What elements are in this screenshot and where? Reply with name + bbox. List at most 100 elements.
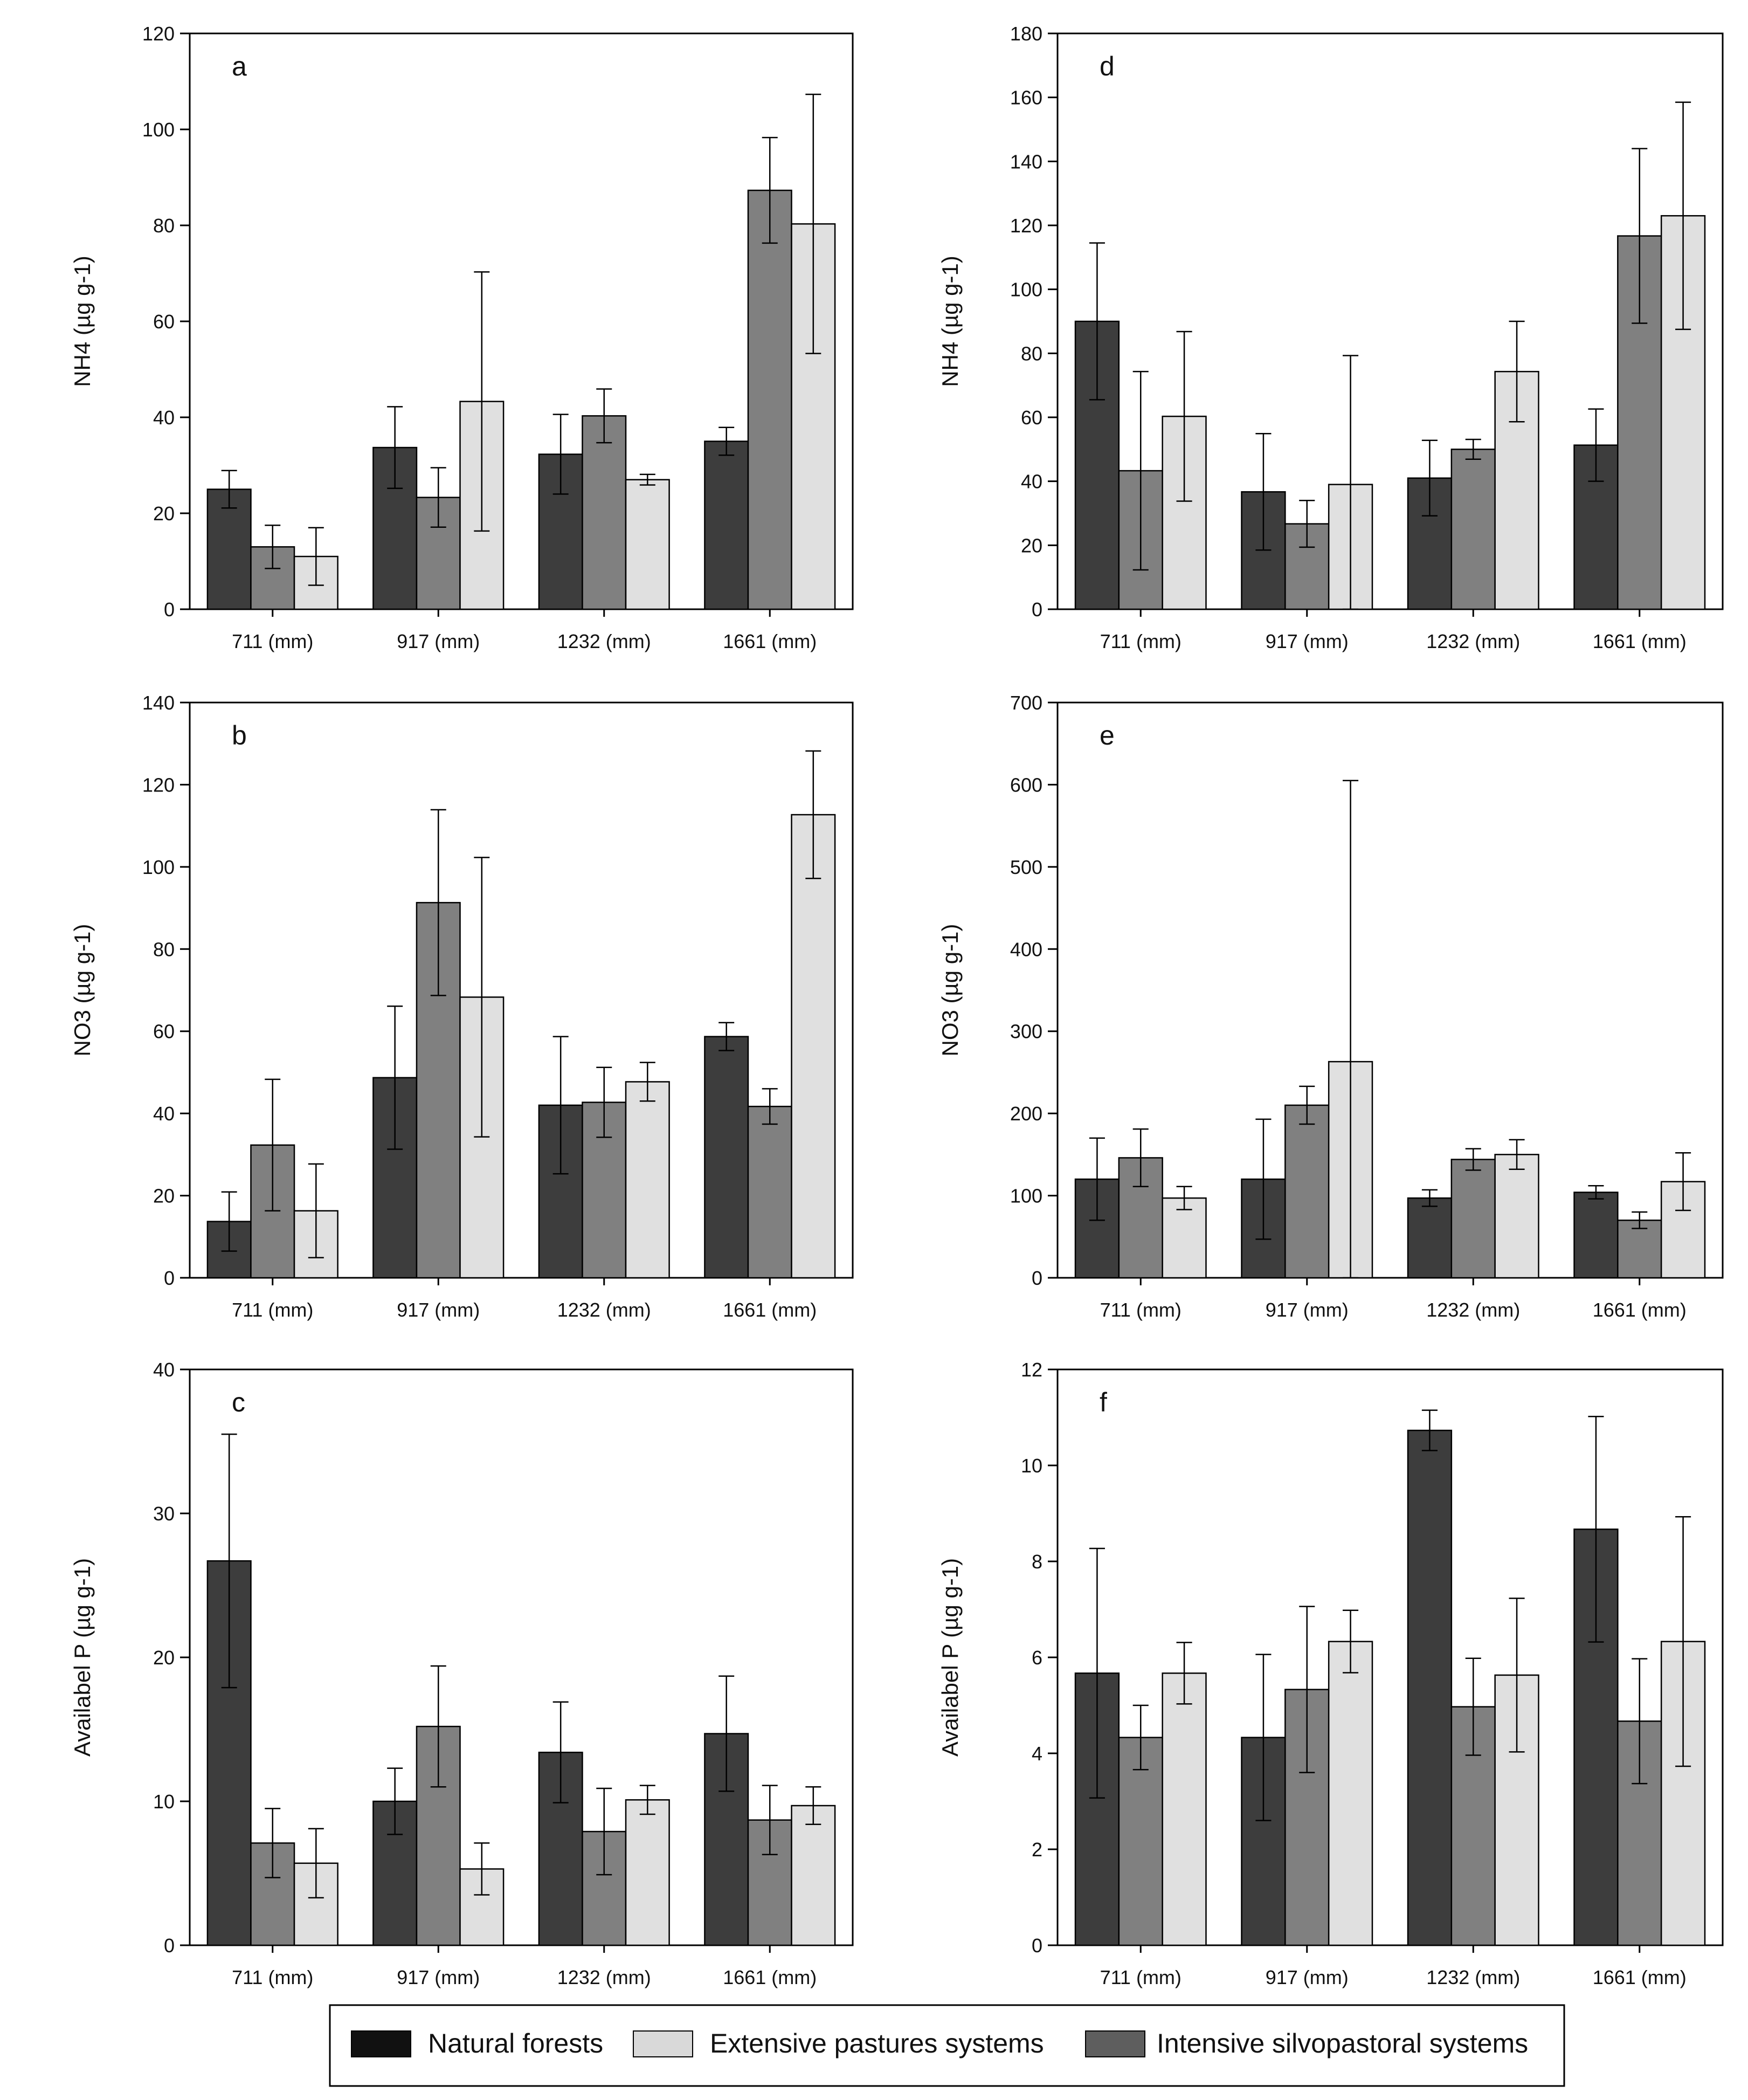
y-tick-label: 20 (153, 1185, 175, 1207)
x-tick-label: 1661 (mm) (723, 630, 817, 652)
bar-extensive-pastures (625, 1081, 670, 1279)
x-tick-label: 1661 (mm) (1593, 1299, 1687, 1321)
x-tick-label: 1232 (mm) (1426, 1966, 1520, 1988)
bar-extensive-pastures (1494, 1154, 1539, 1279)
x-tick-label: 917 (mm) (1266, 1299, 1349, 1321)
x-tick-label: 1232 (mm) (1426, 1299, 1520, 1321)
x-tick-label: 917 (mm) (1266, 630, 1349, 652)
y-tick-label: 20 (1021, 534, 1042, 556)
legend-swatch-extensive-pastures (633, 2030, 693, 2057)
x-tick-label: 1661 (mm) (723, 1966, 817, 1988)
y-tick-label: 40 (153, 1103, 175, 1125)
y-axis-label: NH4 (µg g-1) (937, 256, 963, 387)
y-tick-label: 6 (1032, 1647, 1042, 1669)
x-tick-label: 1232 (mm) (557, 630, 651, 652)
y-tick-label: 20 (153, 1647, 175, 1669)
legend-label-extensive-pastures: Extensive pastures systems (710, 2028, 1044, 2058)
y-tick-label: 80 (1021, 342, 1042, 364)
panel-label: f (1100, 1387, 1107, 1417)
bar-extensive-pastures (1328, 1641, 1373, 1946)
legend-label-natural-forests: Natural forests (428, 2028, 603, 2058)
bar-natural-forests (704, 1036, 749, 1279)
plot-frame (1056, 701, 1724, 1279)
bar-extensive-pastures (791, 1805, 836, 1946)
x-tick-label: 1661 (mm) (723, 1299, 817, 1321)
x-tick-label: 711 (mm) (1100, 630, 1182, 652)
panel-label: c (232, 1387, 245, 1417)
y-tick-label: 140 (1010, 150, 1042, 173)
panel-label: d (1100, 51, 1115, 81)
y-tick-label: 300 (1010, 1021, 1042, 1043)
legend-swatch-intensive-silvopastoral (1085, 2030, 1145, 2057)
bar-natural-forests (704, 440, 749, 610)
x-tick-label: 1661 (mm) (1593, 1966, 1687, 1988)
x-tick-label: 711 (mm) (232, 1966, 313, 1988)
bar-extensive-pastures (1494, 370, 1539, 610)
y-axis-label: NH4 (µg g-1) (70, 256, 95, 387)
y-tick-label: 40 (1021, 471, 1042, 493)
y-tick-label: 0 (1032, 1267, 1042, 1289)
x-tick-label: 1661 (mm) (1593, 630, 1687, 652)
y-tick-label: 60 (153, 1021, 175, 1043)
panel-label: b (232, 720, 247, 751)
x-tick-label: 711 (mm) (232, 630, 313, 652)
chart-panel-e: 0 100 200 300 400 500 600 700 NO3 (µg g-1) e 711 (… (937, 692, 1724, 1321)
bar-intensive-silvopastoral (1617, 1220, 1662, 1279)
y-tick-label: 160 (1010, 87, 1042, 109)
x-tick-label: 917 (mm) (1266, 1966, 1349, 1988)
y-tick-label: 80 (153, 215, 175, 237)
chart-panel-b: 0 20 40 60 80 100 120 140 NO3 (µg g-1) b 711 (mm) 9… (70, 692, 854, 1321)
x-tick-label: 711 (mm) (1100, 1966, 1182, 1988)
bar-intensive-silvopastoral (1118, 1737, 1163, 1946)
bar-intensive-silvopastoral (747, 189, 792, 610)
y-tick-label: 0 (1032, 598, 1042, 621)
x-tick-label: 917 (mm) (397, 1299, 480, 1321)
bar-extensive-pastures (1162, 1197, 1207, 1279)
y-tick-label: 100 (1010, 279, 1042, 301)
y-axis-label: NO3 (µg g-1) (70, 924, 95, 1057)
y-tick-label: 60 (1021, 407, 1042, 429)
chart-panel-d: 0 20 40 60 80 100 120 140 160 180 NH4 (µg g-1) d 711… (937, 23, 1724, 652)
y-tick-label: 140 (142, 692, 175, 714)
legend-swatch-natural-forests (351, 2030, 411, 2057)
bar-intensive-silvopastoral (1450, 449, 1496, 610)
y-tick-label: 0 (164, 1934, 175, 1957)
y-tick-label: 40 (153, 1359, 175, 1381)
x-tick-label: 917 (mm) (397, 630, 480, 652)
chart-panel-a: 0 20 40 60 80 100 120 NH4 (µg g-1) a 711 (mm) 917 … (70, 23, 854, 652)
x-tick-label: 1232 (mm) (557, 1299, 651, 1321)
y-tick-label: 20 (153, 502, 175, 525)
y-tick-label: 80 (153, 938, 175, 960)
y-tick-label: 0 (1032, 1934, 1042, 1957)
chart-panel-f: 0 2 4 6 8 10 12 Availabel P (µg g-1) f 711 (mm) 91… (937, 1359, 1724, 1988)
panel-label: e (1100, 720, 1115, 751)
y-tick-label: 600 (1010, 774, 1042, 796)
bar-extensive-pastures (625, 479, 670, 610)
x-tick-label: 711 (mm) (1100, 1299, 1182, 1321)
bar-extensive-pastures (1162, 1672, 1207, 1946)
y-tick-label: 0 (164, 1267, 175, 1289)
x-tick-label: 1232 (mm) (1426, 630, 1520, 652)
plot-frame (189, 701, 854, 1279)
y-tick-label: 400 (1010, 938, 1042, 960)
bar-extensive-pastures (625, 1799, 670, 1946)
y-tick-label: 100 (142, 856, 175, 878)
x-tick-label: 711 (mm) (232, 1299, 313, 1321)
y-tick-label: 10 (153, 1791, 175, 1813)
bar-intensive-silvopastoral (747, 1105, 792, 1279)
x-tick-label: 1232 (mm) (557, 1966, 651, 1988)
bar-intensive-silvopastoral (1450, 1159, 1496, 1279)
bar-natural-forests (1407, 1197, 1453, 1279)
y-tick-label: 10 (1021, 1455, 1042, 1477)
panel-label: a (232, 51, 247, 81)
y-tick-label: 2 (1032, 1839, 1042, 1861)
bar-extensive-pastures (791, 814, 836, 1279)
y-tick-label: 100 (1010, 1185, 1042, 1207)
y-axis-label: Availabel P (µg g-1) (937, 1558, 963, 1757)
y-tick-label: 40 (153, 407, 175, 429)
chart-panel-c: 0 10 20 30 40 Availabel P (µg g-1) c 711 (mm) 91… (70, 1359, 854, 1988)
y-tick-label: 120 (142, 774, 175, 796)
y-tick-label: 8 (1032, 1551, 1042, 1573)
bar-extensive-pastures (293, 1862, 338, 1946)
